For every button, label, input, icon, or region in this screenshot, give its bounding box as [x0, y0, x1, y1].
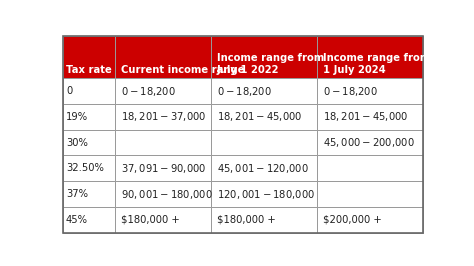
Bar: [210, 104, 317, 130]
Bar: [210, 78, 317, 104]
Text: $45,001 - $120,000: $45,001 - $120,000: [217, 162, 309, 175]
Text: $120,001 - $180,000: $120,001 - $180,000: [217, 188, 315, 201]
Text: $90,001 - $180,000: $90,001 - $180,000: [121, 188, 213, 201]
Bar: [210, 155, 317, 181]
Bar: [115, 207, 210, 233]
Bar: [63, 155, 115, 181]
Text: 45%: 45%: [66, 215, 88, 225]
Text: $45,000 - $200,000: $45,000 - $200,000: [323, 136, 415, 149]
Bar: [63, 36, 115, 78]
Text: $18,201 - $45,000: $18,201 - $45,000: [217, 110, 302, 123]
Bar: [317, 130, 423, 155]
Text: $18,201 - $37,000: $18,201 - $37,000: [121, 110, 206, 123]
Bar: [63, 181, 115, 207]
Bar: [210, 130, 317, 155]
Bar: [115, 130, 210, 155]
Bar: [115, 36, 210, 78]
Text: 0: 0: [66, 86, 73, 96]
Text: Income range from
1 July 2024: Income range from 1 July 2024: [323, 52, 430, 75]
Text: 19%: 19%: [66, 112, 88, 122]
Bar: [63, 207, 115, 233]
Bar: [317, 36, 423, 78]
Text: $180,000 +: $180,000 +: [217, 215, 276, 225]
Bar: [317, 155, 423, 181]
Text: 37%: 37%: [66, 189, 88, 199]
Text: $180,000 +: $180,000 +: [121, 215, 180, 225]
Text: Tax rate: Tax rate: [66, 65, 112, 75]
Text: Income range from
July 1 2022: Income range from July 1 2022: [217, 52, 324, 75]
Bar: [210, 36, 317, 78]
Text: $200,000 +: $200,000 +: [323, 215, 382, 225]
Bar: [63, 78, 115, 104]
Text: $37,091 - $90,000: $37,091 - $90,000: [121, 162, 206, 175]
Text: Current income range: Current income range: [121, 65, 245, 75]
Text: $0 - $18,200: $0 - $18,200: [217, 85, 272, 98]
Bar: [115, 155, 210, 181]
Bar: [317, 104, 423, 130]
Text: $0 - $18,200: $0 - $18,200: [121, 85, 176, 98]
Bar: [210, 207, 317, 233]
Bar: [63, 104, 115, 130]
Bar: [63, 130, 115, 155]
Text: 30%: 30%: [66, 138, 88, 148]
Bar: [115, 78, 210, 104]
Bar: [115, 181, 210, 207]
Text: 32.50%: 32.50%: [66, 163, 104, 173]
Text: $18,201 - $45,000: $18,201 - $45,000: [323, 110, 409, 123]
Bar: [317, 181, 423, 207]
Bar: [317, 207, 423, 233]
Bar: [317, 78, 423, 104]
Text: $0 - $18,200: $0 - $18,200: [323, 85, 378, 98]
Bar: [115, 104, 210, 130]
Bar: [210, 181, 317, 207]
